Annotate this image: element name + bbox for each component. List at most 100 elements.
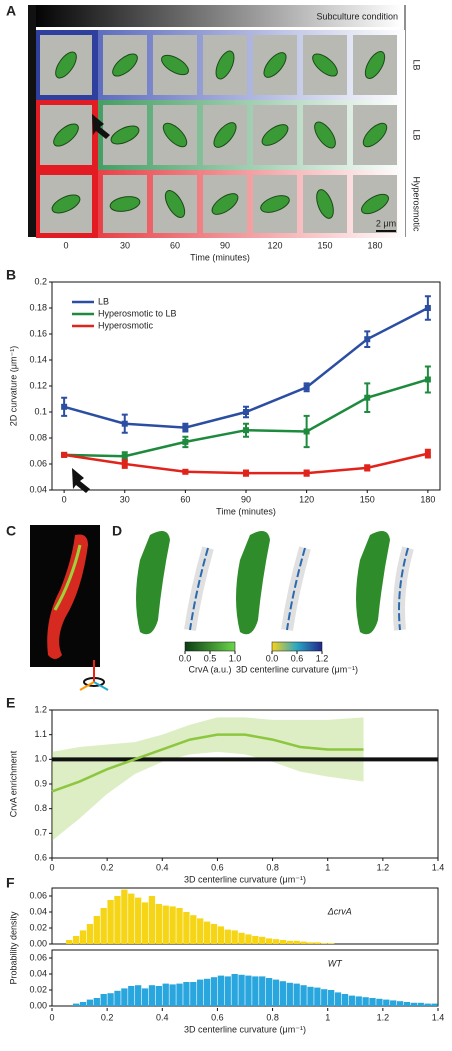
y-tick-label: 0.12 — [29, 380, 47, 390]
hist-bar — [403, 1002, 411, 1006]
marker — [303, 470, 310, 477]
hist-bar — [169, 984, 176, 1006]
marker — [121, 453, 128, 460]
hist-bar — [148, 896, 156, 944]
hist-bar — [328, 990, 335, 1006]
hist-bar — [100, 908, 107, 944]
plot-frame — [51, 887, 439, 945]
hist-bar — [128, 986, 135, 1006]
hist-bar — [286, 940, 293, 944]
hist-bar — [314, 942, 321, 944]
hist-bar — [417, 1002, 424, 1006]
x-tick-label: 150 — [360, 494, 375, 504]
marker — [424, 376, 431, 383]
x-tick-label: 90 — [241, 494, 251, 504]
hist-bar — [217, 975, 225, 1006]
bacterium — [55, 51, 77, 79]
x-tick-label: 0.4 — [156, 1012, 169, 1022]
y-tick-label: 0.04 — [29, 484, 47, 494]
hist-bar — [265, 978, 273, 1006]
bacterium — [316, 189, 334, 219]
hist-bar — [93, 916, 100, 944]
hist-bar — [203, 978, 211, 1006]
hist-bar — [328, 943, 335, 944]
x-tick-label: 0.6 — [211, 1012, 224, 1022]
hist-bar — [114, 990, 121, 1006]
y-tick-label: 0.18 — [29, 302, 47, 312]
hist-bar — [238, 932, 245, 944]
y-axis-title: 2D curvature (μm⁻¹) — [8, 346, 18, 426]
y-axis-title: CrvA enrichment — [8, 750, 18, 817]
hist-bar — [300, 941, 307, 944]
bacterium — [215, 50, 235, 80]
tick-label: 1.0 — [229, 653, 242, 663]
hist-bar — [272, 939, 280, 944]
marker — [61, 403, 68, 410]
x-tick-label: 0.6 — [211, 862, 224, 872]
hist-bar — [107, 993, 114, 1006]
colorbar — [184, 641, 236, 652]
hist-bar — [217, 926, 225, 944]
marker — [243, 409, 249, 415]
y-tick-label: 1.2 — [34, 704, 47, 714]
marker — [243, 427, 249, 434]
condition-gradient — [30, 5, 402, 27]
bacterium — [109, 196, 141, 212]
y-tick-label: 0.04 — [29, 968, 47, 978]
bacterium — [314, 121, 336, 149]
panel-label: B — [6, 267, 16, 283]
legend-label: LB — [98, 296, 109, 306]
marker — [364, 394, 371, 401]
hist-bar — [190, 982, 197, 1006]
bacterium — [164, 190, 186, 218]
marker — [182, 438, 189, 445]
hist-bar — [238, 974, 245, 1006]
hist-bar — [169, 906, 176, 944]
time-label: 180 — [367, 240, 382, 250]
hist-bar — [396, 1001, 404, 1006]
marker — [303, 428, 310, 435]
bacterium — [261, 124, 289, 146]
bacterium — [361, 193, 389, 215]
hist-bar — [86, 999, 94, 1006]
y-tick-label: 1.1 — [34, 729, 47, 739]
hist-bar — [272, 979, 280, 1006]
legend-label: Hyperosmotic to LB — [98, 308, 177, 318]
hist-bar — [293, 983, 300, 1006]
cell-red — [47, 534, 88, 659]
y-tick-label: 0.9 — [34, 778, 47, 788]
marker — [364, 336, 371, 343]
y-tick-label: 0.2 — [34, 276, 47, 286]
hist-bar — [424, 1003, 431, 1006]
row-label: LB — [412, 129, 422, 140]
y-tick-label: 0.16 — [29, 328, 47, 338]
hist-bar — [362, 997, 369, 1006]
header: Subculture condition — [316, 11, 398, 21]
y-tick-label: 0.1 — [34, 406, 47, 416]
x-tick-label: 0 — [49, 862, 54, 872]
x-tick-label: 0 — [62, 494, 67, 504]
scale-bar-label: 2 μm — [376, 218, 396, 228]
bacterium — [112, 53, 138, 77]
hist-bar — [135, 897, 142, 944]
marker — [364, 464, 371, 471]
time-label: 150 — [317, 240, 332, 250]
panel-label: C — [6, 523, 16, 539]
marker — [424, 305, 431, 311]
time-label: 120 — [267, 240, 282, 250]
hist-bar — [321, 989, 328, 1006]
x-axis-title: Time (minutes) — [216, 506, 276, 516]
hist-bar — [197, 979, 204, 1006]
hist-bar — [307, 986, 314, 1006]
hist-bar — [86, 924, 94, 944]
y-tick-label: 1.0 — [34, 754, 47, 764]
facet-label: ΔcrvA — [327, 906, 352, 916]
hist-bar — [210, 977, 218, 1006]
bacterium — [312, 53, 338, 77]
marker — [121, 420, 128, 427]
row-label: Hyperosmotic — [412, 176, 422, 232]
hist-bar — [190, 915, 197, 944]
hist-bar — [141, 988, 149, 1006]
hist-bar — [252, 936, 259, 944]
y-tick-label: 0.6 — [34, 852, 47, 862]
